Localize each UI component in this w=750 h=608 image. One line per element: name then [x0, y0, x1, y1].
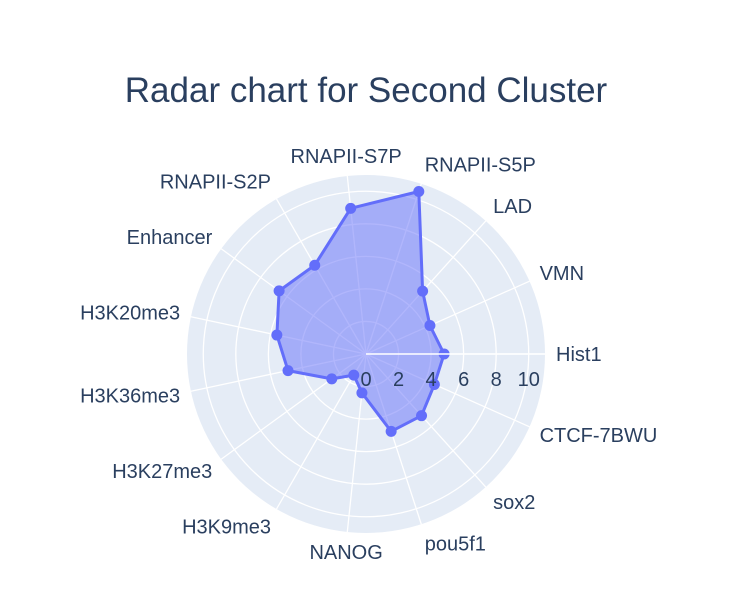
- series-area: [275, 190, 446, 433]
- radial-tick-label: 8: [491, 369, 502, 391]
- angular-axis-label: sox2: [493, 492, 535, 514]
- data-point: [282, 365, 294, 377]
- angular-axis-label: NANOG: [309, 542, 382, 564]
- chart-title: Radar chart for Second Cluster: [125, 71, 608, 110]
- data-point: [345, 202, 357, 214]
- angular-axis-label: H3K20me3: [80, 303, 180, 325]
- angular-axis-label: Enhancer: [127, 227, 213, 249]
- angular-axis-label: CTCF-7BWU: [540, 425, 658, 447]
- data-point: [348, 369, 360, 381]
- data-point: [424, 320, 436, 332]
- angular-axis-labels: Hist1 VMN LAD RNAPII-S5P RNAPII-S7P RNAPII-S2…: [80, 146, 657, 564]
- radial-tick-label: 6: [458, 369, 469, 391]
- data-point: [271, 329, 283, 341]
- data-point: [356, 387, 368, 399]
- series-layer: [271, 185, 450, 437]
- data-point: [385, 425, 397, 437]
- data-point: [326, 373, 338, 385]
- angular-axis-label: H3K9me3: [182, 516, 271, 538]
- data-point: [413, 185, 425, 197]
- data-point: [416, 410, 428, 422]
- data-point: [428, 378, 440, 390]
- radial-tick-label: 0: [360, 369, 371, 391]
- angular-axis-label: VMN: [540, 263, 584, 285]
- data-point: [417, 285, 429, 297]
- angular-axis-label: LAD: [493, 196, 532, 218]
- angular-axis-label: H3K36me3: [80, 385, 180, 407]
- angular-axis-label: RNAPII-S7P: [291, 146, 402, 168]
- data-point: [273, 285, 285, 297]
- radial-tick-label: 4: [426, 369, 437, 391]
- radial-axis: 0 2 4 6 8 10: [360, 353, 545, 391]
- angular-axis-label: RNAPII-S2P: [160, 172, 271, 194]
- radial-tick-label: 2: [393, 369, 404, 391]
- angular-axis-label: Hist1: [556, 344, 602, 366]
- angular-axis-label: H3K27me3: [112, 461, 212, 483]
- radial-tick-label: 10: [518, 369, 540, 391]
- angular-axis-label: RNAPII-S5P: [425, 155, 536, 177]
- data-point: [309, 259, 321, 271]
- angular-axis-label: pou5f1: [425, 533, 486, 555]
